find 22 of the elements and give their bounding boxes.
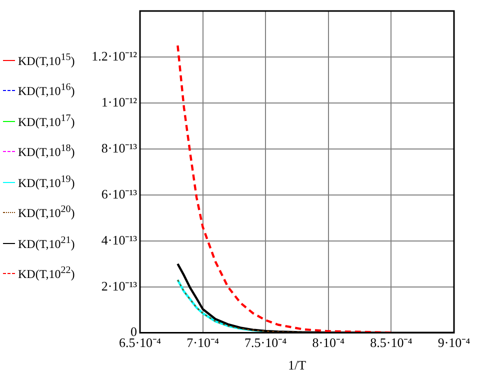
legend-label: KD(T,10$^{15}$) [18,52,75,69]
y-tick-label: 4·10⁻¹³ [101,232,138,248]
legend-label: KD(T,10$^{16}$) [18,82,75,100]
legend-label: KD(T,10$^{21}$) [18,234,75,252]
legend-label: KD(T,10$^{18}$) [18,143,75,160]
y-tick-label: 6·10⁻¹³ [101,186,138,202]
x-tick-label: 8.5·10⁻⁴ [370,335,413,350]
line-series [177,279,304,333]
y-tick-label: 2·10⁻¹³ [101,278,138,294]
legend-label: KD(T,10$^{20}$) [18,204,75,222]
y-tick-label: 8·10⁻¹³ [101,140,138,156]
legend-label: KD(T,10$^{17}$) [18,112,75,130]
x-tick-label: 8·10⁻⁴ [312,335,346,350]
legend-label: KD(T,10$^{19}$) [18,174,75,191]
x-tick-label: 7.5·10⁻⁴ [244,335,288,350]
y-tick-label: 1·10⁻¹² [101,94,138,110]
y-tick-label: 1.2·10⁻¹² [92,48,138,64]
line-series [176,44,392,333]
x-axis-title: 1/T [288,358,306,373]
x-tick-label: 7·10⁻⁴ [186,335,220,350]
x-tick-label: 9·10⁻⁴ [438,335,471,350]
legend-label: KD(T,10$^{22}$) [18,265,75,282]
